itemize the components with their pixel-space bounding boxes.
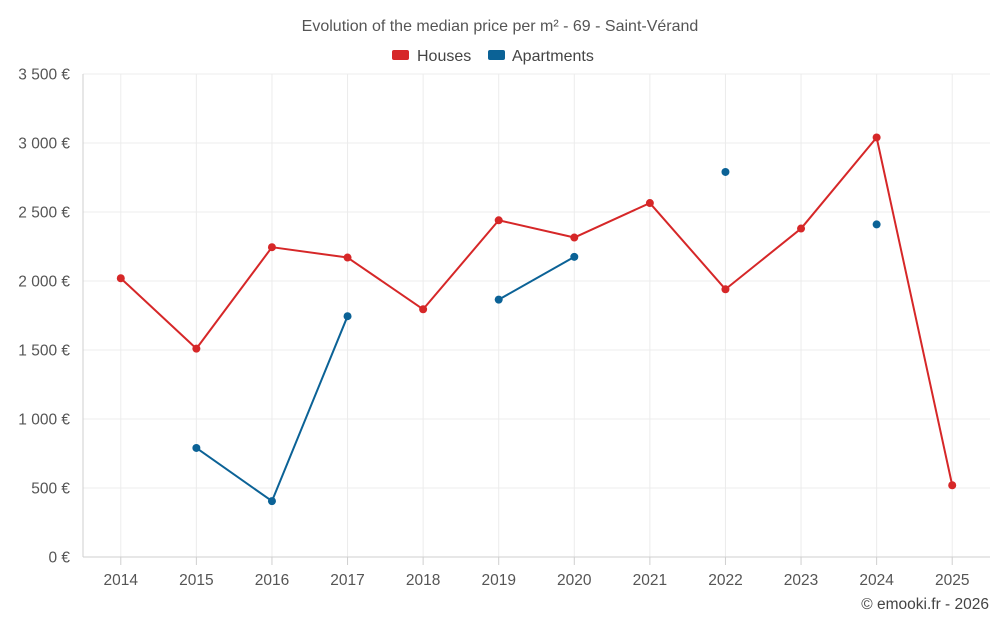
legend-item-apartments[interactable]: Apartments [488,48,594,65]
data-point-houses[interactable] [948,481,957,490]
data-point-houses[interactable] [721,285,730,294]
y-tick-label: 0 € [48,550,70,567]
series-houses [116,133,957,490]
data-point-houses[interactable] [872,133,881,142]
data-point-houses[interactable] [267,243,276,252]
chart-title: Evolution of the median price per m² - 6… [302,18,699,35]
legend-swatch-apartments [488,50,505,60]
data-point-houses[interactable] [797,224,806,233]
legend-item-houses[interactable]: Houses [392,48,471,65]
x-tick-label: 2019 [481,572,515,589]
legend-swatch-houses [392,50,409,60]
x-tick-label: 2021 [633,572,667,589]
grid [83,73,990,557]
x-tick-label: 2017 [330,572,364,589]
y-tick-label: 3 000 € [18,136,70,153]
x-tick-label: 2020 [557,572,592,589]
y-tick-label: 1 500 € [18,343,70,360]
series-line-houses [120,136,954,486]
x-tick-label: 2022 [708,572,742,589]
series-line-apartments [498,255,575,301]
legend: Houses Apartments [392,48,594,65]
data-point-houses[interactable] [192,344,201,353]
y-tick-label: 500 € [31,481,70,498]
x-tick-label: 2016 [255,572,289,589]
y-tick-label: 2 500 € [18,205,70,222]
data-point-houses[interactable] [343,253,352,262]
data-point-houses[interactable] [645,199,654,208]
data-point-apartments[interactable] [721,167,730,176]
x-tick-label: 2024 [859,572,894,589]
data-point-houses[interactable] [494,216,503,225]
credit-text: © emooki.fr - 2026 [861,596,989,613]
y-tick-label: 2 000 € [18,274,70,291]
data-point-apartments[interactable] [570,252,579,261]
legend-label-houses: Houses [417,48,471,65]
x-tick-label: 2014 [104,572,139,589]
x-tick-label: 2025 [935,572,969,589]
x-tick-label: 2018 [406,572,440,589]
data-point-houses[interactable] [419,305,428,314]
data-point-apartments[interactable] [343,312,352,321]
axes: 0 € 500 € 1 000 € 1 500 € 2 000 € 2 500 € 3 00… [18,67,990,589]
series-apartments [192,167,881,506]
legend-label-apartments: Apartments [512,48,594,65]
data-point-apartments[interactable] [494,295,503,304]
data-point-houses[interactable] [570,233,579,242]
series [116,133,957,506]
data-point-apartments[interactable] [872,220,881,229]
x-tick-label: 2023 [784,572,818,589]
data-point-apartments[interactable] [267,497,276,506]
data-point-apartments[interactable] [192,443,201,452]
y-tick-label: 3 500 € [18,67,70,84]
y-tick-label: 1 000 € [18,412,70,429]
x-tick-label: 2015 [179,572,213,589]
data-point-houses[interactable] [116,274,125,283]
